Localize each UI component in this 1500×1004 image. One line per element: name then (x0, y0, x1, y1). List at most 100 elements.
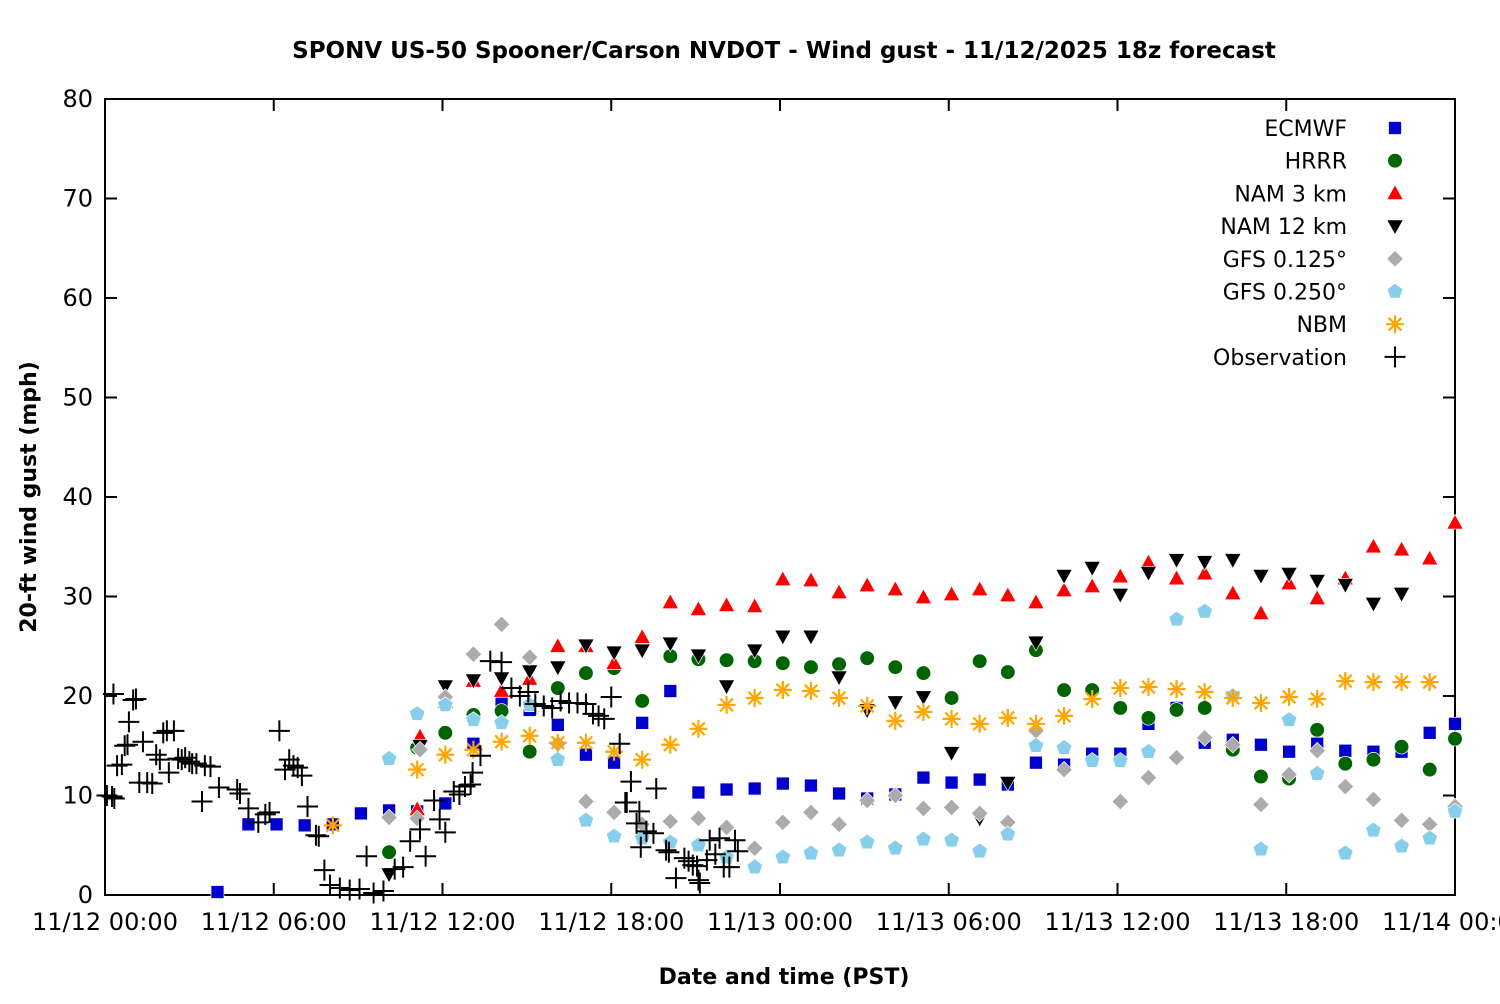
data-point-marker (408, 760, 427, 779)
data-point-marker (1365, 752, 1382, 768)
data-point-marker (1308, 741, 1326, 760)
data-point-marker (259, 801, 281, 823)
data-point-marker (1112, 700, 1128, 716)
data-point-marker (524, 693, 546, 715)
data-point-marker (1364, 596, 1383, 613)
y-tick-label: 50 (62, 384, 93, 412)
data-point-marker (1224, 553, 1242, 570)
data-point-marker (1196, 602, 1213, 619)
legend-item-hrrr: HRRR (1285, 150, 1403, 175)
legend: ECMWF HRRR NAM 3 km NAM 12 km GFS 0.125° GFS … (1213, 117, 1406, 371)
data-point-marker (141, 773, 163, 795)
data-point-marker (438, 796, 453, 811)
data-point-marker (802, 629, 820, 646)
data-point-marker (549, 660, 567, 677)
data-point-marker (745, 643, 764, 660)
data-point-marker (443, 781, 465, 803)
data-point-marker (158, 762, 180, 784)
data-point-marker (1337, 844, 1354, 861)
data-point-marker (1055, 739, 1073, 755)
y-tick-label: 80 (62, 85, 93, 113)
data-point-marker (550, 690, 572, 712)
data-point-marker (462, 762, 484, 784)
data-point-marker (522, 744, 538, 760)
plot-frame (104, 98, 1456, 896)
data-point-marker (550, 680, 566, 696)
legend-label-hrrr: HRRR (1285, 150, 1347, 175)
data-point-marker (802, 571, 820, 588)
data-point-marker (999, 825, 1017, 842)
x-tick-label: 11/14 00:00 (1382, 908, 1500, 936)
data-point-marker (469, 745, 491, 767)
legend-label-gfs-0-125: GFS 0.125° (1223, 248, 1347, 273)
data-point-marker (689, 648, 708, 665)
data-point-marker (970, 804, 989, 823)
data-point-marker (492, 615, 511, 634)
x-tick-label: 11/12 18:00 (538, 908, 684, 936)
data-point-marker (1252, 840, 1270, 857)
data-point-marker (1392, 811, 1411, 830)
legend-item-ecmwf: ECMWF (1264, 117, 1402, 142)
data-point-marker (633, 643, 651, 660)
data-point-marker (460, 774, 482, 796)
data-point-marker (1446, 513, 1464, 530)
data-point-marker (593, 708, 615, 730)
legend-marker-hrrr (1387, 153, 1403, 169)
data-point-marker (661, 636, 680, 653)
data-point-marker (1167, 748, 1186, 767)
data-point-marker (149, 749, 171, 771)
data-point-marker (152, 722, 174, 744)
data-point-marker (520, 648, 539, 666)
data-point-marker (914, 690, 933, 707)
data-point-marker (775, 655, 791, 671)
data-point-marker (381, 844, 397, 860)
data-point-marker (1083, 689, 1102, 708)
data-point-marker (774, 813, 792, 832)
data-point-marker (942, 709, 961, 728)
x-tick-label: 11/13 12:00 (1045, 908, 1191, 936)
data-point-marker (241, 817, 256, 832)
data-point-marker (634, 693, 650, 709)
data-point-marker (1140, 743, 1157, 759)
data-point-marker (914, 588, 933, 605)
data-point-marker (887, 659, 903, 675)
data-point-marker (464, 645, 483, 664)
data-point-marker (349, 878, 371, 900)
data-point-marker (1195, 564, 1214, 581)
data-point-marker (745, 597, 764, 614)
data-point-marker (465, 711, 482, 727)
data-point-marker (972, 772, 987, 787)
data-point-marker (1336, 672, 1355, 691)
data-point-marker (313, 859, 335, 881)
data-point-marker (356, 845, 378, 867)
data-point-marker (802, 844, 820, 861)
data-point-marker (454, 776, 476, 798)
data-point-marker (709, 827, 731, 849)
data-point-marker (662, 833, 679, 850)
data-point-marker (635, 716, 650, 730)
data-point-marker (297, 818, 312, 833)
legend-item-gfs-0-125: GFS 0.125° (1223, 248, 1404, 273)
data-point-marker (1309, 722, 1325, 738)
data-point-marker (578, 665, 594, 681)
y-tick-label: 30 (62, 583, 93, 611)
x-axis-title: Date and time (PST) (659, 965, 910, 990)
data-point-marker (354, 806, 368, 821)
data-point-marker (1139, 768, 1158, 787)
data-point-marker (577, 638, 595, 655)
series-observation (96, 650, 749, 904)
data-point-marker (380, 750, 398, 766)
series-nbm (323, 672, 1439, 835)
data-point-marker (1251, 693, 1270, 712)
data-point-marker (118, 711, 140, 733)
data-point-marker (858, 576, 876, 593)
data-point-marker (1336, 578, 1355, 594)
data-point-marker (1337, 756, 1353, 772)
data-point-marker (1447, 731, 1463, 747)
data-point-marker (329, 877, 351, 899)
data-point-marker (1392, 673, 1411, 692)
data-point-marker (970, 714, 989, 733)
data-point-marker (520, 726, 539, 745)
data-point-marker (520, 664, 539, 681)
data-point-marker (384, 858, 406, 880)
